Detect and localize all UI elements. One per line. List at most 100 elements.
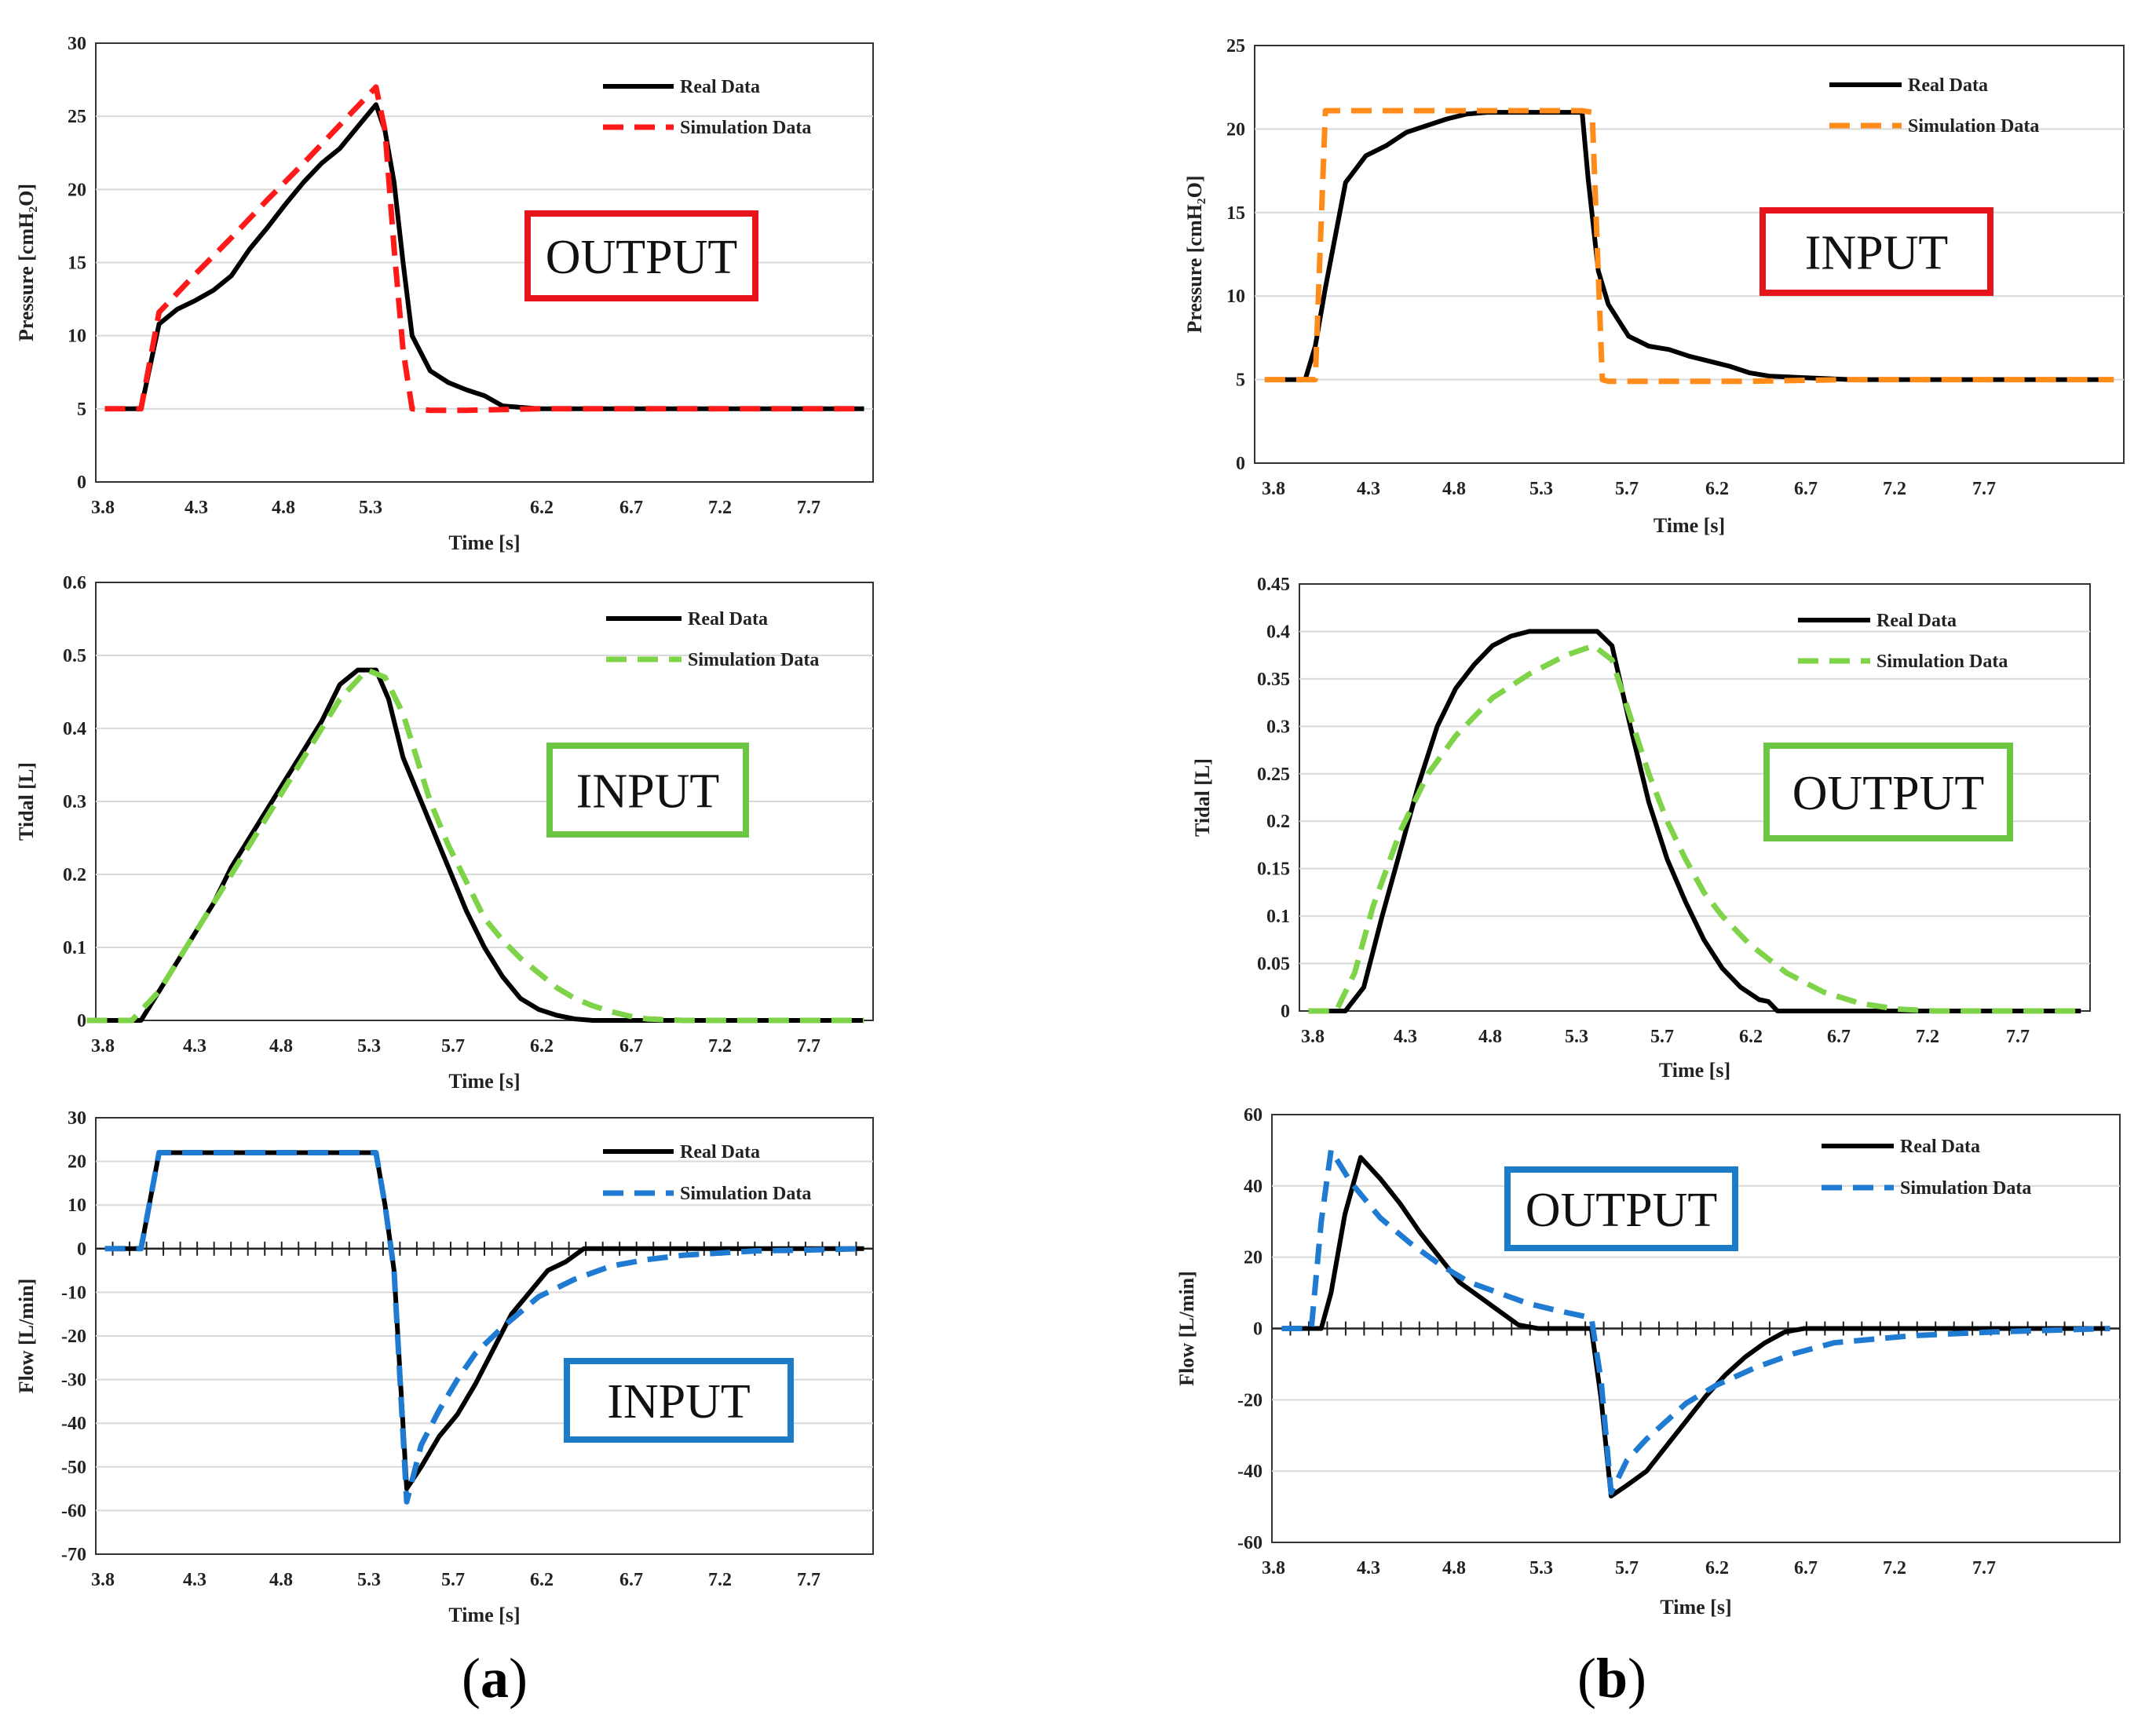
y-tick-label: -40 (1237, 1462, 1263, 1482)
x-tick-label: 4.3 (1394, 1027, 1417, 1047)
annotation-box (524, 210, 758, 301)
x-tick-label: 7.7 (2006, 1027, 2030, 1047)
x-tick-label: 5.3 (1565, 1027, 1588, 1047)
x-tick-label: 7.7 (1972, 479, 1996, 499)
x-tick-label: 5.3 (1529, 479, 1553, 499)
x-tick-label: 7.2 (708, 1570, 732, 1590)
x-tick-label: 4.8 (269, 1036, 293, 1057)
x-tick-label: 6.2 (530, 1036, 554, 1057)
y-tick-label: 15 (1226, 203, 1245, 224)
x-tick-label: 4.8 (1442, 479, 1466, 499)
y-tick-label: -20 (61, 1327, 86, 1347)
y-tick-label: 0 (1253, 1319, 1263, 1340)
legend-label-real: Real Data (1900, 1137, 1980, 1157)
x-tick-label: 4.3 (1357, 479, 1380, 499)
x-tick-label: 5.3 (359, 498, 382, 518)
x-tick-label: 6.7 (1827, 1027, 1851, 1047)
x-tick-label: 4.3 (1357, 1558, 1380, 1578)
legend-label-real: Real Data (680, 1142, 760, 1162)
y-tick-label: 10 (68, 327, 86, 347)
x-tick-label: 7.7 (797, 498, 820, 518)
panel-a3: -70 -60 -50 -40 -30 -20 -10 0 10 20 30 3.8 4.3 4.8 5.3… (15, 1108, 874, 1626)
legend-label-simulation: Simulation Data (1908, 116, 2039, 137)
annotation-label: INPUT (607, 1375, 751, 1429)
annotation-box (546, 743, 749, 838)
x-tick-label: 6.7 (619, 1570, 643, 1590)
y-tick-label: -40 (61, 1414, 86, 1434)
series-real-line (1264, 110, 2114, 382)
y-tick-label: 0.3 (63, 792, 86, 812)
x-tick-label: 5.7 (441, 1570, 465, 1590)
series-simulation-line (86, 667, 864, 1024)
legend-label-simulation: Simulation Data (680, 118, 811, 138)
y-tick-label: -10 (61, 1283, 86, 1303)
y-axis-title: Flow [L/min] (15, 1279, 38, 1394)
x-tick-label: 6.2 (530, 1570, 554, 1590)
x-tick-label: 6.7 (1794, 479, 1818, 499)
y-tick-label: -70 (61, 1545, 86, 1565)
annotation-label: INPUT (1805, 227, 1949, 280)
x-tick-label: 5.3 (357, 1036, 381, 1057)
annotation-box (1763, 743, 2013, 841)
y-tick-label: 5 (1236, 370, 1245, 391)
panel-label-a-letter: a (481, 1647, 509, 1710)
y-tick-label: 0.4 (1266, 622, 1290, 642)
y-tick-label: 60 (1244, 1105, 1263, 1126)
x-tick-label: 6.7 (619, 498, 643, 518)
y-tick-label: -60 (1237, 1533, 1263, 1553)
x-axis-title: Time [s] (1660, 1596, 1731, 1619)
x-tick-label: 3.8 (91, 498, 115, 518)
y-tick-label: 0.45 (1257, 575, 1290, 595)
y-tick-label: 0.1 (1266, 907, 1290, 927)
x-tick-label: 5.3 (357, 1570, 381, 1590)
x-tick-label: 4.3 (183, 1570, 206, 1590)
x-axis-title: Time [s] (448, 1070, 520, 1093)
x-tick-label: 5.7 (441, 1036, 465, 1057)
y-tick-label: 0.35 (1257, 670, 1290, 690)
legend-label-real: Real Data (1876, 611, 1957, 631)
x-tick-label: 3.8 (1262, 479, 1285, 499)
x-tick-label: 7.2 (1883, 1558, 1906, 1578)
x-tick-label: 7.2 (708, 498, 732, 518)
legend-label-simulation: Simulation Data (1900, 1178, 2031, 1199)
series-simulation-line (1308, 643, 2081, 1014)
y-tick-label: 0.2 (1266, 812, 1290, 832)
y-tick-label: 20 (1244, 1248, 1263, 1268)
annotation-box (1504, 1166, 1738, 1251)
x-tick-label: 6.7 (1794, 1558, 1818, 1578)
series-real-line (104, 102, 864, 411)
panel-label-b-letter: b (1596, 1647, 1628, 1710)
x-tick-label: 7.7 (797, 1036, 820, 1057)
x-axis-title: Time [s] (1659, 1059, 1730, 1082)
x-tick-label: 4.3 (185, 498, 208, 518)
y-tick-label: 15 (68, 254, 86, 274)
y-axis-title: Tidal [L] (15, 762, 38, 841)
x-tick-label: 3.8 (91, 1036, 115, 1057)
legend-label-real: Real Data (1908, 75, 1988, 96)
panel-a2: 0 0.1 0.2 0.3 0.4 0.5 0.6 3.8 4.3 4.8 5.3 5.7 6.2 6.7… (15, 573, 874, 1093)
panel-b2: 0 0.05 0.1 0.15 0.2 0.25 0.3 0.35 0.4 0.45 3.8 4.3 4… (1191, 575, 2091, 1082)
x-tick-label: 7.2 (1883, 479, 1906, 499)
y-tick-label: 25 (1226, 36, 1245, 57)
x-tick-label: 3.8 (1301, 1027, 1325, 1047)
panel-b1: 0 5 10 15 20 25 3.8 4.3 4.8 5.3 5.7 6.2 6.7 7.2 7.7 Tim… (1183, 36, 2125, 537)
x-tick-label: 7.7 (797, 1570, 820, 1590)
panel-b3: -60 -40 -20 0 20 40 60 3.8 4.3 4.8 5.3 5.7 6.2 6.7 7.2… (1175, 1105, 2121, 1619)
y-tick-label: 20 (68, 180, 86, 200)
y-tick-label: 0 (77, 1011, 86, 1031)
y-tick-label: 20 (68, 1152, 86, 1173)
x-tick-label: 6.2 (1739, 1027, 1763, 1047)
series-simulation-line (104, 84, 864, 414)
y-tick-label: 0 (1236, 454, 1245, 474)
legend-label-real: Real Data (688, 609, 768, 630)
y-tick-label: 30 (68, 34, 86, 54)
y-tick-label: -60 (61, 1501, 86, 1521)
x-tick-label: 6.2 (1705, 479, 1729, 499)
y-tick-label: 0 (1281, 1002, 1290, 1022)
y-tick-label: 0.2 (63, 865, 86, 885)
y-axis-title: Pressure [cmH₂O] (15, 184, 38, 341)
x-tick-label: 4.3 (183, 1036, 206, 1057)
y-tick-label: -20 (1237, 1390, 1263, 1411)
x-tick-label: 4.8 (269, 1570, 293, 1590)
